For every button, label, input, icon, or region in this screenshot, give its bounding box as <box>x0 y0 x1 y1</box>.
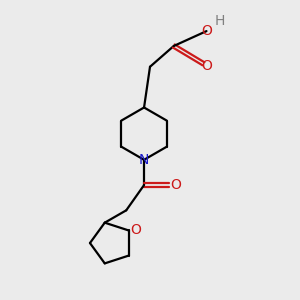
Text: O: O <box>130 224 141 238</box>
Text: H: H <box>215 14 225 28</box>
Text: O: O <box>170 178 181 192</box>
Text: O: O <box>202 59 212 73</box>
Text: N: N <box>139 153 149 167</box>
Text: O: O <box>201 24 212 38</box>
